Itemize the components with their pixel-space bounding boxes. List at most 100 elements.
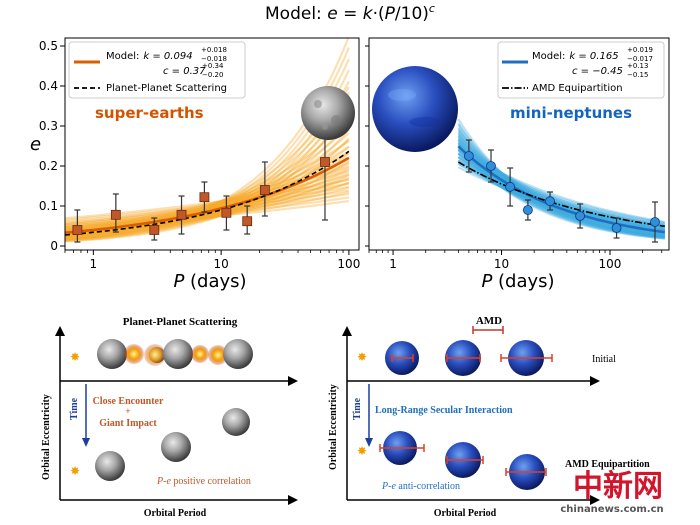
event-plus: + xyxy=(125,406,130,416)
posterior-curve xyxy=(65,120,350,240)
posterior-curve xyxy=(65,186,350,231)
divider-arrow xyxy=(288,376,298,386)
rocky-planet-icon xyxy=(222,408,250,436)
panel-label-super-earths: super-earths xyxy=(95,104,204,122)
legend-c: c = 0.37 xyxy=(163,66,206,77)
rocky-planet-icon xyxy=(161,432,191,462)
posterior-curve xyxy=(65,103,350,243)
data-point xyxy=(221,207,232,218)
data-point xyxy=(650,217,660,227)
axis-ticks: 1 10 100 0 0.1 0.2 0.3 0.4 0.5 xyxy=(39,39,360,271)
amd-label: AMD xyxy=(476,315,502,327)
svg-text:Model:k = 0.094: Model: k = 0.094 xyxy=(106,51,193,62)
data-point xyxy=(575,211,585,221)
collision-row xyxy=(97,339,253,369)
x-tick-label: 1 xyxy=(389,257,397,271)
data-point xyxy=(199,192,210,203)
posterior-curve xyxy=(457,166,665,228)
data-point xyxy=(72,225,83,235)
posterior-curve xyxy=(65,94,350,239)
final-label: AMD Equipartition xyxy=(565,459,650,470)
star-icon: ✸ xyxy=(70,350,80,364)
data-point xyxy=(176,209,187,220)
time-arrow-head xyxy=(82,438,90,447)
legend-k-sup: +0.018 xyxy=(201,46,227,54)
x-axis-label: Orbital Period xyxy=(434,508,497,519)
legend-c-sup: +0.13 xyxy=(627,62,648,70)
correlation-text: P-e positive correlation xyxy=(156,476,251,487)
y-tick-label: 0.5 xyxy=(39,39,58,53)
initial-label: Initial xyxy=(592,354,616,365)
posterior-curve xyxy=(457,159,665,227)
posterior-curve xyxy=(65,199,350,229)
final-planets xyxy=(379,431,547,490)
data-points xyxy=(72,101,330,243)
event-line2: Giant Impact xyxy=(99,418,157,429)
rocky-planet-icon xyxy=(95,451,125,481)
time-label: Time xyxy=(352,397,363,420)
comparison-line xyxy=(65,150,350,236)
model-lines xyxy=(457,145,665,234)
axis-ticks: 1 10 100 xyxy=(365,45,663,271)
legend-k: k = 0.165 xyxy=(569,51,618,62)
posterior-curve xyxy=(65,159,350,239)
star-icon: ✸ xyxy=(357,350,367,364)
posterior-curve xyxy=(65,140,350,232)
super-earths-panel: 1 10 100 0 0.1 0.2 0.3 0.4 0.5 e P (days) Model:… xyxy=(30,37,360,292)
legend-k-sub: −0.017 xyxy=(627,55,653,63)
posterior-curve xyxy=(65,181,350,235)
legend: Model: k = 0.165 +0.019 −0.017 c = −0.45 … xyxy=(497,41,665,99)
neptune-planet-icon xyxy=(372,66,458,152)
posterior-curve xyxy=(65,132,350,236)
legend-c: c = −0.45 xyxy=(572,66,623,77)
posterior-curve xyxy=(65,173,350,228)
posterior-curve xyxy=(457,130,665,239)
x-tick-label: 1 xyxy=(90,257,98,271)
diagram-title: Planet-Planet Scattering xyxy=(123,316,238,328)
x-tick-label: 100 xyxy=(599,257,622,271)
y-axis-label: e xyxy=(30,134,41,155)
time-arrow-head xyxy=(365,438,373,447)
watermark-url: chinanews.com.cn xyxy=(560,504,663,515)
rocky-planet-icon xyxy=(301,86,355,140)
posterior-curve xyxy=(457,155,665,230)
posterior-curve xyxy=(65,69,350,242)
x-axis-label: P (days) xyxy=(173,271,246,292)
x-tick-label: 100 xyxy=(337,257,360,271)
data-point xyxy=(463,151,474,161)
posterior-curve xyxy=(65,92,350,243)
posterior-curve xyxy=(65,169,350,227)
posterior-curve xyxy=(457,162,665,227)
posterior-curve xyxy=(65,128,350,241)
posterior-curve xyxy=(65,137,350,241)
y-tick-label: 0.2 xyxy=(39,159,58,173)
model-line xyxy=(457,145,665,234)
legend-model-prefix: Model: xyxy=(532,51,565,62)
posterior-curve xyxy=(65,196,350,227)
data-point xyxy=(611,223,622,233)
data-point xyxy=(259,185,270,195)
legend-model-prefix: Model: xyxy=(106,51,139,62)
watermark: 中新网 chinanews.com.cn xyxy=(560,469,663,515)
legend-comparison: Planet-Planet Scattering xyxy=(106,83,227,94)
x-axis-arrow xyxy=(288,495,298,505)
posterior-curve xyxy=(457,156,665,226)
y-tick-label: 0 xyxy=(50,239,58,253)
correlation-text: P-e anti-correlation xyxy=(381,481,460,492)
legend-c-sub: −0.15 xyxy=(627,71,648,79)
legend: Model: k = 0.094 +0.018 −0.018 c = 0.37 +… xyxy=(68,41,246,99)
posterior-curve xyxy=(457,144,665,236)
posterior-curve xyxy=(457,145,665,231)
event-line1: Close Encounter xyxy=(93,396,164,407)
x-axis-arrow xyxy=(590,495,600,505)
y-tick-label: 0.1 xyxy=(39,199,58,213)
posterior-curve xyxy=(65,168,350,236)
figure-title: Model: e = k·(P/10)c xyxy=(265,2,435,24)
legend-k-sub: −0.018 xyxy=(201,55,227,63)
svg-text:Model:k = 0.165: Model: k = 0.165 xyxy=(532,51,619,62)
y-axis-label: Orbital Eccentricity xyxy=(41,394,52,480)
legend-comparison: AMD Equipartition xyxy=(532,83,623,94)
star-icon: ✸ xyxy=(70,464,80,478)
legend-k-sup: +0.019 xyxy=(627,46,653,54)
